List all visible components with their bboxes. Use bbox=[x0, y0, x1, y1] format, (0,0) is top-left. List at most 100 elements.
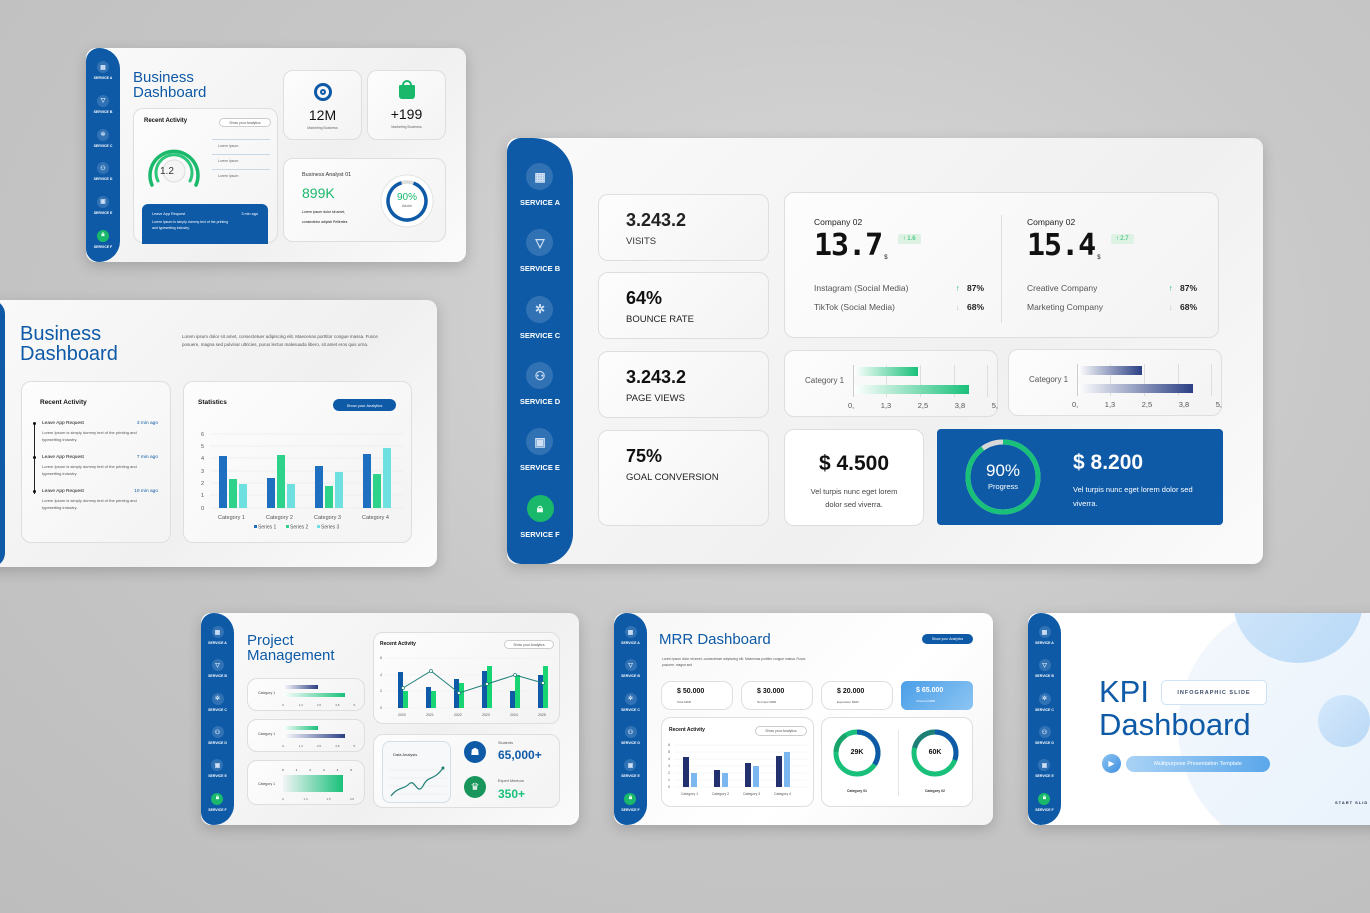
sidebar: ▦ SERVICE A ▽ SERVICE B ✲ SERVICE C ⚇ SERVIC… bbox=[1028, 613, 1061, 825]
page-title: MRR Dashboard bbox=[659, 631, 771, 648]
svg-text:6: 6 bbox=[668, 743, 670, 747]
notice-card[interactable]: Leave App Request 3 min ago Lorem Ipsum i… bbox=[142, 204, 268, 244]
show-analytics-button[interactable]: Show your Analytics bbox=[755, 726, 807, 736]
delta-badge: ↑ 2.7 bbox=[1110, 234, 1134, 244]
money-card: $ 4.500 Vel turpis nunc eget lorem dolor… bbox=[784, 429, 924, 526]
sidebar-item-service-f[interactable]: 🔒︎ SERVICE F bbox=[1035, 792, 1054, 812]
mrr-card-total: $ 50.000 Total MRR bbox=[661, 681, 733, 710]
slide-mrr-dashboard[interactable]: ▦ SERVICE A ▽ SERVICE B ✲ SERVICE C ⚇ SERVIC… bbox=[614, 613, 993, 825]
sidebar-item-service-d[interactable]: ⚇ SERVICE D bbox=[208, 726, 227, 745]
svg-text:1: 1 bbox=[668, 778, 670, 782]
timeline-item[interactable]: Leave App Request 3 min ago Lorem Ipsum i… bbox=[42, 421, 158, 442]
slide-kpi-metrics-main[interactable]: ▦ SERVICE A ▽ SERVICE B ✲ SERVICE C ⚇ SERVIC… bbox=[507, 138, 1263, 564]
timeline-item[interactable]: Leave App Request 10 min ago Lorem Ipsum … bbox=[42, 489, 158, 510]
slide-business-dashboard-statistics[interactable]: Business Dashboard Lorem ipsum dolor sit … bbox=[0, 300, 437, 567]
users-icon: ⚇ bbox=[1038, 726, 1051, 739]
slide-business-dashboard-small[interactable]: ▦ SERVICE A ▽ SERVICE B ✲ SERVICE C ⚇ SERVIC… bbox=[86, 48, 466, 262]
divider bbox=[898, 730, 899, 796]
bar bbox=[854, 385, 969, 394]
show-analytics-button[interactable]: Show your Analytics bbox=[504, 640, 554, 649]
lock-icon: 🔒︎ bbox=[526, 494, 554, 522]
show-analytics-button[interactable]: Show your Analytics bbox=[219, 118, 271, 127]
sidebar-item-service-d[interactable]: ⚇ SERVICE D bbox=[94, 162, 112, 181]
svg-text:4: 4 bbox=[380, 673, 382, 677]
sidebar-item-service-b[interactable]: ▽ SERVICE B bbox=[94, 94, 112, 114]
svg-text:2023: 2023 bbox=[482, 713, 490, 717]
trend-line bbox=[389, 766, 447, 797]
sidebar-item-service-a[interactable]: ▦ SERVICE A bbox=[1035, 626, 1054, 645]
funnel-icon: ▽ bbox=[97, 94, 109, 107]
show-analytics-button[interactable]: Show your Analytics bbox=[333, 399, 396, 411]
lock-icon: 🔒︎ bbox=[1038, 792, 1051, 805]
svg-text:2025: 2025 bbox=[538, 713, 546, 717]
activity-card: Recent Activity Show your Analytics 1.2 … bbox=[133, 108, 278, 244]
funnel-icon: ▽ bbox=[526, 229, 554, 257]
sidebar-item-service-b[interactable]: ▽ SERVICE B bbox=[621, 659, 640, 678]
timeline-item[interactable]: Leave App Request 7 min ago Lorem Ipsum i… bbox=[42, 455, 158, 476]
sidebar-item-service-b[interactable]: ▽ SERVICE B bbox=[520, 229, 560, 273]
play-button[interactable]: ▶ bbox=[1102, 754, 1121, 773]
sidebar-item-service-b[interactable]: ▽ SERVICE B bbox=[208, 659, 227, 678]
slide-kpi-dashboard-cover[interactable]: ▦ SERVICE A ▽ SERVICE B ✲ SERVICE C ⚇ SERVIC… bbox=[1028, 613, 1370, 825]
sidebar-item-service-c[interactable]: ✲ SERVICE C bbox=[621, 692, 640, 712]
calendar-icon: ▦ bbox=[1038, 626, 1051, 639]
users-icon: ⚇ bbox=[526, 362, 554, 390]
arrow-up-icon: ↑ bbox=[1168, 283, 1173, 293]
gear-icon: ✲ bbox=[1038, 692, 1051, 705]
mrr-card-churned: $ 65.000 Churned MRR bbox=[901, 681, 973, 710]
start-slide-label[interactable]: START SLID bbox=[1335, 800, 1369, 805]
sidebar-item-service-e[interactable]: ▣ SERVICE E bbox=[94, 195, 112, 215]
statistics-bar-chart: 6 5 4 3 2 1 0 Category 1 Category 2 Category 3 Ca… bbox=[201, 432, 403, 531]
calendar-icon: ▦ bbox=[211, 626, 224, 639]
decor-circle bbox=[1318, 695, 1370, 747]
card-title: Recent Activity bbox=[144, 118, 188, 124]
sidebar-item-service-d[interactable]: ⚇ SERVICE D bbox=[1035, 726, 1054, 745]
lock-icon: 🔒︎ bbox=[96, 229, 109, 242]
sidebar-item-service-a[interactable]: ▦ SERVICE A bbox=[621, 626, 640, 645]
svg-text:1: 1 bbox=[201, 493, 204, 499]
sidebar-item-service-a[interactable]: ▦ SERVICE A bbox=[520, 163, 560, 207]
bar-card-navy: Category 1 0, 1,3 2,5 3,8 5, bbox=[1008, 349, 1222, 416]
svg-text:Category 4: Category 4 bbox=[362, 515, 389, 521]
show-analytics-button[interactable]: Show your Analytics bbox=[922, 634, 973, 644]
svg-text:2024: 2024 bbox=[510, 713, 518, 717]
sidebar-item-service-f[interactable]: 🔒︎ SERVICE F bbox=[208, 792, 227, 812]
sidebar-item-service-a[interactable]: ▦ SERVICE A bbox=[208, 626, 227, 645]
gear-icon: ✲ bbox=[624, 692, 637, 705]
sidebar-item-service-f[interactable]: 🔒︎ SERVICE F bbox=[621, 792, 640, 812]
svg-text:0: 0 bbox=[201, 506, 204, 512]
svg-text:Series 2: Series 2 bbox=[290, 525, 309, 531]
sidebar-item-service-c[interactable]: ✲ SERVICE C bbox=[94, 128, 112, 148]
page-title-kpi: KPI bbox=[1099, 674, 1149, 709]
sidebar-item-service-a[interactable]: ▦ SERVICE A bbox=[94, 61, 112, 80]
briefcase-icon: ▣ bbox=[526, 428, 554, 456]
svg-text:4: 4 bbox=[668, 757, 670, 761]
sidebar-item-service-c[interactable]: ✲ SERVICE C bbox=[520, 295, 560, 340]
sidebar-item-service-d[interactable]: ⚇ SERVICE D bbox=[520, 362, 560, 406]
svg-text:5: 5 bbox=[201, 444, 204, 450]
sidebar-item-service-b[interactable]: ▽ SERVICE B bbox=[1035, 659, 1054, 678]
bar bbox=[1078, 384, 1193, 393]
slide-project-management[interactable]: ▦ SERVICE A ▽ SERVICE B ✲ SERVICE C ⚇ SERVIC… bbox=[201, 613, 579, 825]
funnel-icon: ▽ bbox=[211, 659, 224, 672]
delta-badge: ↑ 1.6 bbox=[897, 234, 921, 244]
mini-bar-card: Category 1 0, 1,3 2,5 3,8 5, bbox=[247, 719, 365, 752]
sidebar-item-service-d[interactable]: ⚇ SERVICE D bbox=[621, 726, 640, 745]
donut-chart-2 bbox=[911, 729, 959, 777]
donut-card: 29K Category 01 60K Category 02 bbox=[821, 717, 973, 807]
sidebar-item-service-c[interactable]: ✲ SERVICE C bbox=[1035, 692, 1054, 712]
analyst-ring bbox=[380, 174, 434, 228]
svg-text:3: 3 bbox=[668, 764, 670, 768]
sidebar-item-service-f[interactable]: 🔒︎ SERVICE F bbox=[520, 494, 560, 539]
briefcase-icon: ▣ bbox=[1038, 759, 1051, 772]
sidebar-item-service-f[interactable]: 🔒︎ SERVICE F bbox=[94, 229, 112, 249]
arrow-up-icon: ↑ bbox=[955, 283, 960, 293]
svg-text:0: 0 bbox=[380, 706, 382, 710]
sidebar-item-service-e[interactable]: ▣ SERVICE E bbox=[621, 759, 640, 778]
sidebar-item-service-e[interactable]: ▣ SERVICE E bbox=[520, 428, 560, 472]
sidebar-item-service-c[interactable]: ✲ SERVICE C bbox=[208, 692, 227, 712]
sidebar-item-service-e[interactable]: ▣ SERVICE E bbox=[1035, 759, 1054, 778]
sidebar-item-service-e[interactable]: ▣ SERVICE E bbox=[208, 759, 227, 778]
